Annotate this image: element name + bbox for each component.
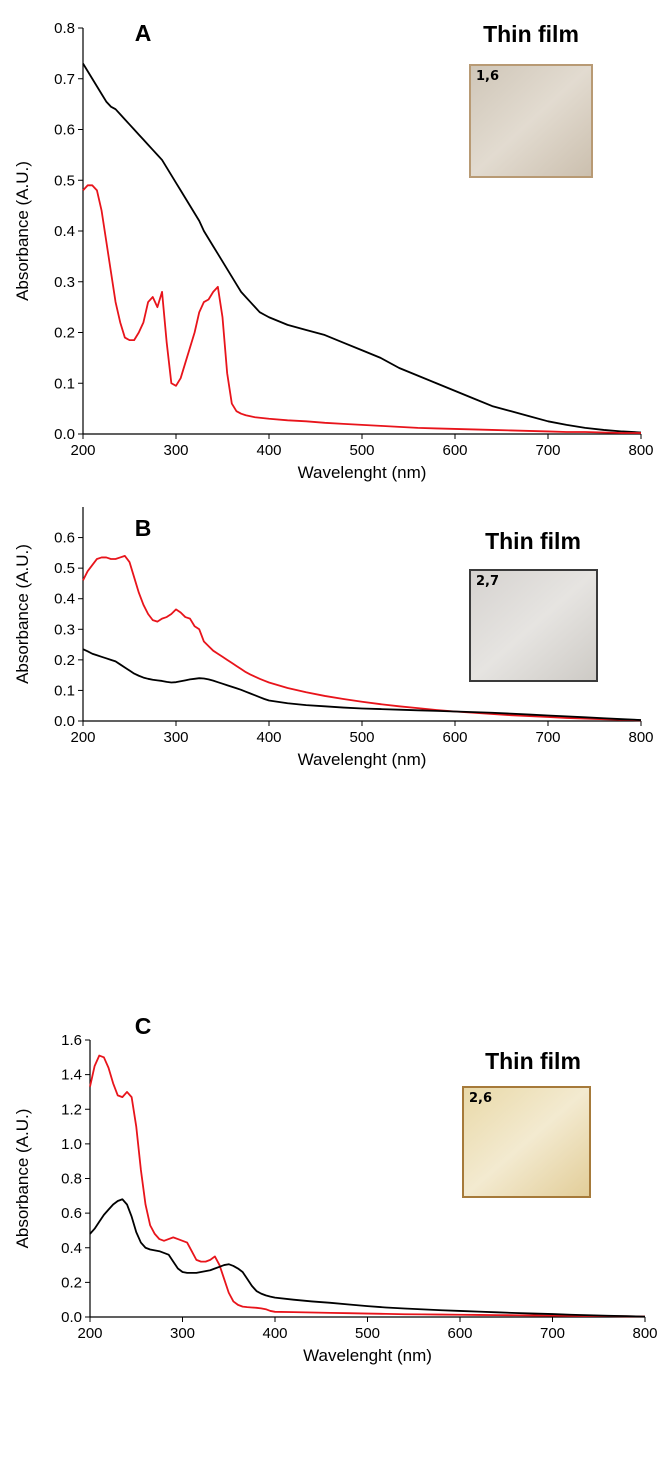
x-tick-label: 700 xyxy=(540,1325,565,1342)
thin-film-photo xyxy=(462,1086,591,1198)
x-tick-label: 300 xyxy=(163,729,188,746)
y-tick-label: 0.1 xyxy=(54,682,75,699)
x-tick-label: 400 xyxy=(262,1325,287,1342)
y-tick-label: 1.6 xyxy=(61,1032,82,1049)
thin-film-photo xyxy=(469,569,598,682)
x-tick-label: 300 xyxy=(163,442,188,459)
photo-label: 2,7 xyxy=(476,574,499,589)
x-axis-label: Wavelenght (nm) xyxy=(298,463,427,482)
y-tick-label: 0.8 xyxy=(61,1171,82,1188)
panel-label: A xyxy=(135,20,152,46)
y-tick-label: 1.0 xyxy=(61,1136,82,1153)
y-tick-label: 0.5 xyxy=(54,172,75,189)
y-tick-label: 0.0 xyxy=(54,426,75,443)
x-tick-label: 200 xyxy=(70,442,95,459)
y-tick-label: 0.3 xyxy=(54,621,75,638)
thin-film-photo xyxy=(469,64,593,178)
spectrum-line xyxy=(89,1054,646,1318)
inset-title: Thin film xyxy=(485,1048,581,1074)
y-axis-label: Absorbance (A.U.) xyxy=(13,1109,32,1249)
y-tick-label: 0.1 xyxy=(54,375,75,392)
y-tick-label: 0.2 xyxy=(54,325,75,342)
y-tick-label: 0.4 xyxy=(54,591,75,608)
y-tick-label: 0.0 xyxy=(61,1309,82,1326)
x-tick-label: 500 xyxy=(355,1325,380,1342)
x-tick-label: 200 xyxy=(70,729,95,746)
x-tick-label: 800 xyxy=(628,729,653,746)
panel-label: B xyxy=(135,515,152,541)
y-tick-label: 0.2 xyxy=(61,1274,82,1291)
y-axis-label: Absorbance (A.U.) xyxy=(13,544,32,684)
spectrum-line xyxy=(82,184,641,434)
y-tick-label: 0.7 xyxy=(54,71,75,88)
y-tick-label: 0.6 xyxy=(61,1205,82,1222)
x-tick-label: 400 xyxy=(256,442,281,459)
x-tick-label: 500 xyxy=(349,442,374,459)
x-tick-label: 600 xyxy=(442,729,467,746)
y-tick-label: 0.2 xyxy=(54,652,75,669)
x-tick-label: 700 xyxy=(535,729,560,746)
y-tick-label: 0.5 xyxy=(54,560,75,577)
y-tick-label: 0.4 xyxy=(54,223,75,240)
x-tick-label: 400 xyxy=(256,729,281,746)
spectrum-line xyxy=(89,1198,646,1318)
x-tick-label: 500 xyxy=(349,729,374,746)
y-tick-label: 0.6 xyxy=(54,122,75,139)
photo-label: 2,6 xyxy=(469,1091,492,1106)
panel-label: C xyxy=(135,1013,152,1039)
x-tick-label: 700 xyxy=(535,442,560,459)
x-tick-label: 600 xyxy=(447,1325,472,1342)
x-tick-label: 800 xyxy=(632,1325,657,1342)
x-axis-label: Wavelenght (nm) xyxy=(298,750,427,769)
inset-title: Thin film xyxy=(483,21,579,47)
y-tick-label: 0.3 xyxy=(54,274,75,291)
y-tick-label: 0.6 xyxy=(54,530,75,547)
photo-label: 1,6 xyxy=(476,69,499,84)
x-tick-label: 800 xyxy=(628,442,653,459)
y-tick-label: 1.2 xyxy=(61,1101,82,1118)
x-tick-label: 300 xyxy=(170,1325,195,1342)
y-tick-label: 0.8 xyxy=(54,20,75,37)
spectrum-line xyxy=(82,63,642,434)
x-tick-label: 600 xyxy=(442,442,467,459)
y-tick-label: 0.0 xyxy=(54,713,75,730)
inset-title: Thin film xyxy=(485,528,581,554)
x-axis-label: Wavelenght (nm) xyxy=(303,1346,432,1365)
y-tick-label: 1.4 xyxy=(61,1067,82,1084)
y-axis-label: Absorbance (A.U.) xyxy=(13,161,32,301)
spectrum-line xyxy=(82,648,642,721)
x-tick-label: 200 xyxy=(77,1325,102,1342)
y-tick-label: 0.4 xyxy=(61,1240,82,1257)
